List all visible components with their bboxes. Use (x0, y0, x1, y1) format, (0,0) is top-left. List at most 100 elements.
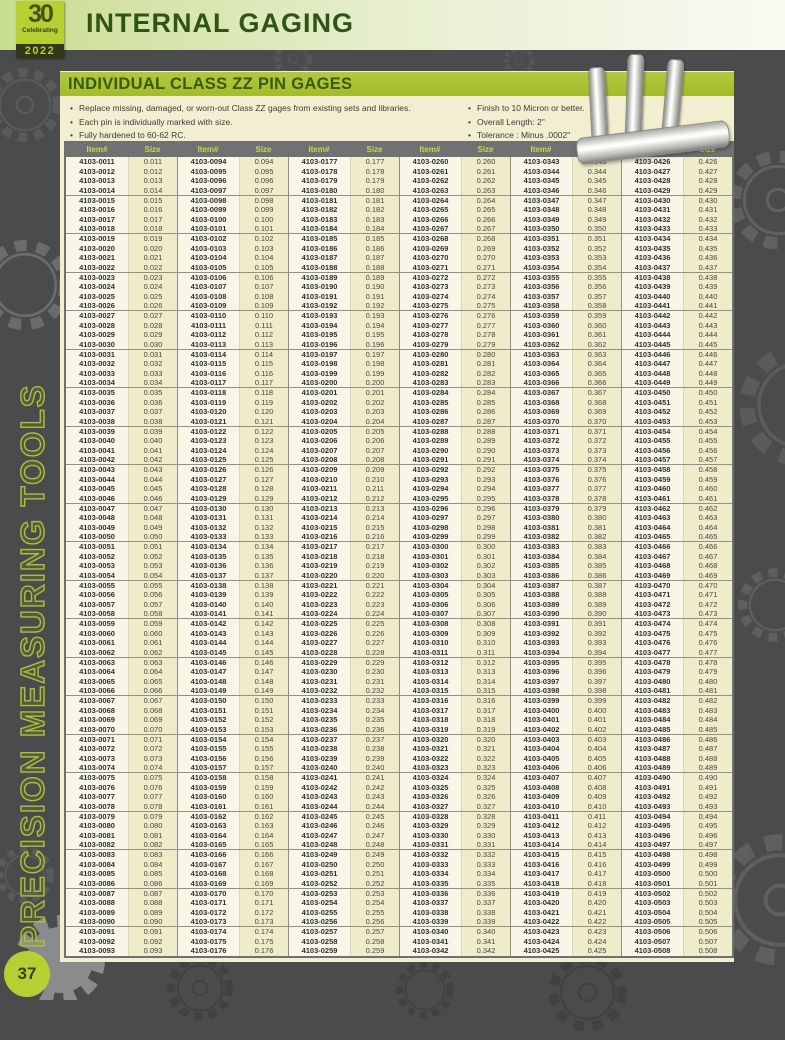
size-cell: 0.141 (239, 609, 288, 618)
item-cell: 4103-0341 (399, 936, 461, 947)
size-cell: 0.154 (239, 734, 288, 745)
item-cell: 4103-0394 (510, 647, 572, 657)
item-cell: 4103-0020 (66, 243, 128, 254)
item-cell: 4103-0069 (66, 715, 128, 725)
item-cell: 4103-0342 (399, 946, 461, 956)
size-cell: 0.253 (350, 888, 399, 899)
item-cell: 4103-0496 (621, 830, 683, 841)
item-cell: 4103-0437 (621, 262, 683, 272)
size-cell: 0.395 (572, 657, 621, 668)
item-cell: 4103-0144 (177, 638, 239, 648)
item-cell: 4103-0174 (177, 927, 239, 937)
size-cell: 0.474 (683, 619, 732, 629)
table-row: 4103-0078 0.078 4103-0161 0.161 4103-0244 0.2… (66, 801, 732, 812)
item-cell: 4103-0465 (621, 532, 683, 541)
gear-icon (396, 961, 454, 1019)
size-cell: 0.077 (128, 792, 177, 802)
size-cell: 0.174 (239, 927, 288, 937)
item-cell: 4103-0445 (621, 339, 683, 349)
size-cell: 0.195 (350, 330, 399, 340)
size-cell: 0.468 (683, 561, 732, 571)
item-cell: 4103-0243 (288, 792, 350, 802)
item-cell: 4103-0497 (621, 840, 683, 849)
item-cell: 4103-0335 (399, 878, 461, 888)
size-cell: 0.028 (128, 320, 177, 331)
size-cell: 0.136 (239, 561, 288, 571)
table-row: 4103-0064 0.064 4103-0147 0.147 4103-0230 0.2… (66, 667, 732, 677)
size-cell: 0.262 (461, 176, 510, 186)
item-cell: 4103-0145 (177, 647, 239, 657)
item-cell: 4103-0306 (399, 599, 461, 610)
gear-icon (738, 568, 785, 642)
item-cell: 4103-0500 (621, 869, 683, 879)
item-cell: 4103-0116 (177, 368, 239, 379)
item-cell: 4103-0424 (510, 936, 572, 947)
size-cell: 0.258 (350, 936, 399, 947)
item-cell: 4103-0190 (288, 282, 350, 292)
size-cell: 0.367 (572, 388, 621, 398)
size-cell: 0.354 (572, 262, 621, 272)
size-cell: 0.280 (461, 349, 510, 360)
table-row: 4103-0049 0.049 4103-0132 0.132 4103-0215 0.2… (66, 522, 732, 533)
item-cell: 4103-0030 (66, 339, 128, 349)
item-cell: 4103-0011 (66, 157, 128, 167)
size-cell: 0.113 (239, 339, 288, 349)
item-cell: 4103-0196 (288, 339, 350, 349)
item-cell: 4103-0083 (66, 850, 128, 860)
size-cell: 0.281 (461, 359, 510, 369)
size-cell: 0.412 (572, 821, 621, 831)
item-cell: 4103-0273 (399, 282, 461, 292)
item-cell: 4103-0402 (510, 724, 572, 734)
table-row: 4103-0082 0.082 4103-0165 0.165 4103-0248 0.2… (66, 840, 732, 850)
size-cell: 0.130 (239, 503, 288, 514)
item-cell: 4103-0297 (399, 513, 461, 523)
size-cell: 0.278 (461, 330, 510, 340)
size-cell: 0.327 (461, 801, 510, 811)
size-cell: 0.314 (461, 676, 510, 687)
size-cell: 0.041 (128, 445, 177, 456)
size-cell: 0.134 (239, 542, 288, 552)
item-cell: 4103-0220 (288, 570, 350, 580)
size-cell: 0.121 (239, 416, 288, 426)
item-cell: 4103-0461 (621, 493, 683, 503)
size-cell: 0.150 (239, 696, 288, 706)
item-cell: 4103-0225 (288, 619, 350, 629)
size-cell: 0.208 (350, 455, 399, 464)
item-cell: 4103-0088 (66, 898, 128, 908)
size-cell: 0.035 (128, 388, 177, 398)
size-cell: 0.494 (683, 811, 732, 822)
size-cell: 0.478 (683, 657, 732, 668)
size-cell: 0.464 (683, 522, 732, 533)
size-cell: 0.491 (683, 782, 732, 793)
item-cell: 4103-0167 (177, 859, 239, 870)
size-cell: 0.392 (572, 628, 621, 639)
page-number: 37 (17, 964, 37, 983)
item-cell: 4103-0023 (66, 272, 128, 283)
content-panel: INDIVIDUAL CLASS ZZ PIN GAGES Replace mi… (60, 53, 734, 962)
item-cell: 4103-0302 (399, 561, 461, 571)
size-cell: 0.357 (572, 291, 621, 302)
size-cell: 0.418 (572, 878, 621, 888)
item-cell: 4103-0130 (177, 503, 239, 514)
item-cell: 4103-0065 (66, 676, 128, 687)
size-cell: 0.234 (350, 705, 399, 716)
size-cell: 0.135 (239, 551, 288, 562)
size-cell: 0.042 (128, 455, 177, 464)
item-cell: 4103-0115 (177, 359, 239, 369)
size-cell: 0.085 (128, 869, 177, 879)
size-cell: 0.090 (128, 917, 177, 926)
size-cell: 0.165 (239, 840, 288, 849)
item-cell: 4103-0347 (510, 195, 572, 206)
item-cell: 4103-0120 (177, 407, 239, 417)
size-cell: 0.383 (572, 542, 621, 552)
item-cell: 4103-0311 (399, 647, 461, 657)
size-cell: 0.205 (350, 426, 399, 437)
size-cell: 0.178 (350, 166, 399, 177)
item-cell: 4103-0321 (399, 744, 461, 754)
size-cell: 0.216 (350, 532, 399, 541)
size-cell: 0.128 (239, 484, 288, 494)
size-cell: 0.429 (683, 185, 732, 195)
size-cell: 0.066 (128, 686, 177, 695)
item-cell: 4103-0140 (177, 599, 239, 610)
size-cell: 0.366 (572, 378, 621, 387)
